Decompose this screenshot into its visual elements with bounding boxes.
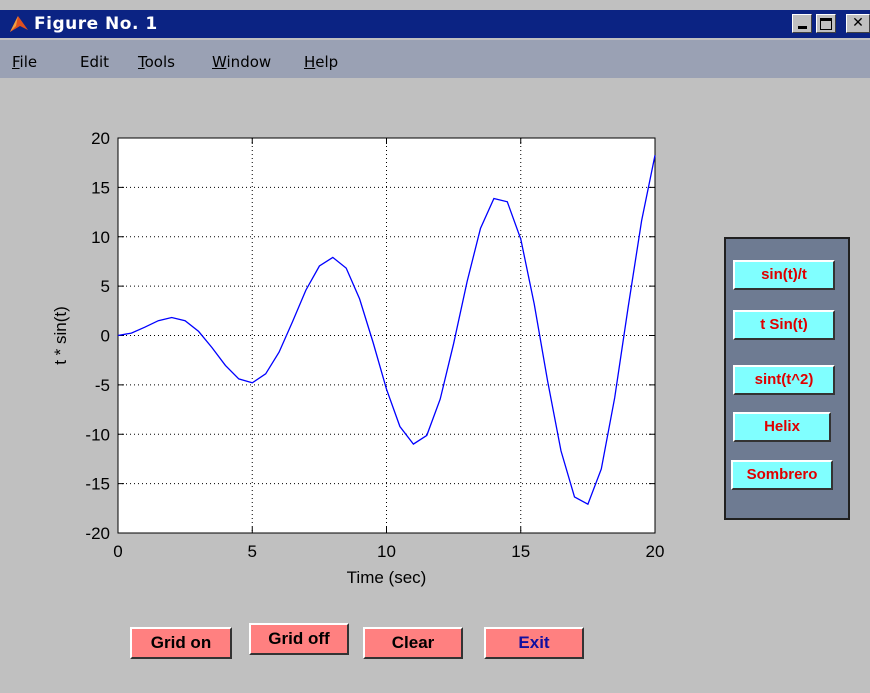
minimize-button[interactable] [792, 14, 812, 33]
sin-t-over-t-button[interactable]: sin(t)/t [733, 260, 835, 290]
y-tick-label: 5 [101, 277, 110, 296]
maximize-button[interactable] [816, 14, 836, 33]
y-tick-label: 15 [91, 178, 110, 197]
window-title: Figure No. 1 [34, 14, 158, 34]
menu-edit[interactable]: Edit [80, 53, 110, 71]
grid-off-button[interactable]: Grid off [249, 623, 349, 655]
y-tick-label: -5 [95, 376, 110, 395]
sombrero-button[interactable]: Sombrero [731, 460, 833, 490]
menu-tools[interactable]: Tools [138, 53, 175, 71]
clear-button[interactable]: Clear [363, 627, 463, 659]
function-panel: sin(t)/t t Sin(t) sint(t^2) Helix Sombre… [724, 237, 850, 520]
menu-file[interactable]: File [12, 53, 38, 71]
x-tick-label: 5 [248, 542, 257, 561]
x-tick-label: 0 [113, 542, 122, 561]
x-tick-label: 10 [377, 542, 396, 561]
y-tick-label: -20 [85, 524, 110, 543]
menu-help[interactable]: Help [304, 53, 339, 71]
menu-window[interactable]: Window [212, 53, 272, 71]
figure-canvas: 0 5 10 15 20 -20 -15 -10 -5 0 5 10 15 20 Time (sec) t *… [0, 78, 870, 693]
y-tick-label: -15 [85, 475, 110, 494]
close-icon: ✕ [852, 15, 864, 31]
exit-button[interactable]: Exit [484, 627, 584, 659]
plot-axes[interactable]: 0 5 10 15 20 -20 -15 -10 -5 0 5 10 15 20 Time (sec) t *… [0, 78, 870, 693]
y-tick-label: -10 [85, 425, 110, 444]
menu-bar: File Edit Tools Window Help [0, 40, 870, 78]
y-axis-label: t * sin(t) [51, 306, 70, 365]
series-line [117, 155, 656, 506]
y-tick-label: 0 [101, 327, 110, 346]
sin-t-squared-button[interactable]: sint(t^2) [733, 365, 835, 395]
x-tick-label: 20 [646, 542, 665, 561]
y-tick-label: 20 [91, 129, 110, 148]
x-axis-label: Time (sec) [347, 568, 427, 587]
t-sin-t-button[interactable]: t Sin(t) [733, 310, 835, 340]
title-bar[interactable]: Figure No. 1 ✕ [0, 10, 870, 38]
minimize-icon [797, 26, 807, 29]
x-tick-label: 15 [511, 542, 530, 561]
matlab-icon [10, 16, 28, 32]
maximize-icon [820, 18, 832, 30]
helix-button[interactable]: Helix [733, 412, 831, 442]
y-tick-label: 10 [91, 228, 110, 247]
grid-on-button[interactable]: Grid on [130, 627, 232, 659]
close-button[interactable]: ✕ [846, 14, 870, 33]
